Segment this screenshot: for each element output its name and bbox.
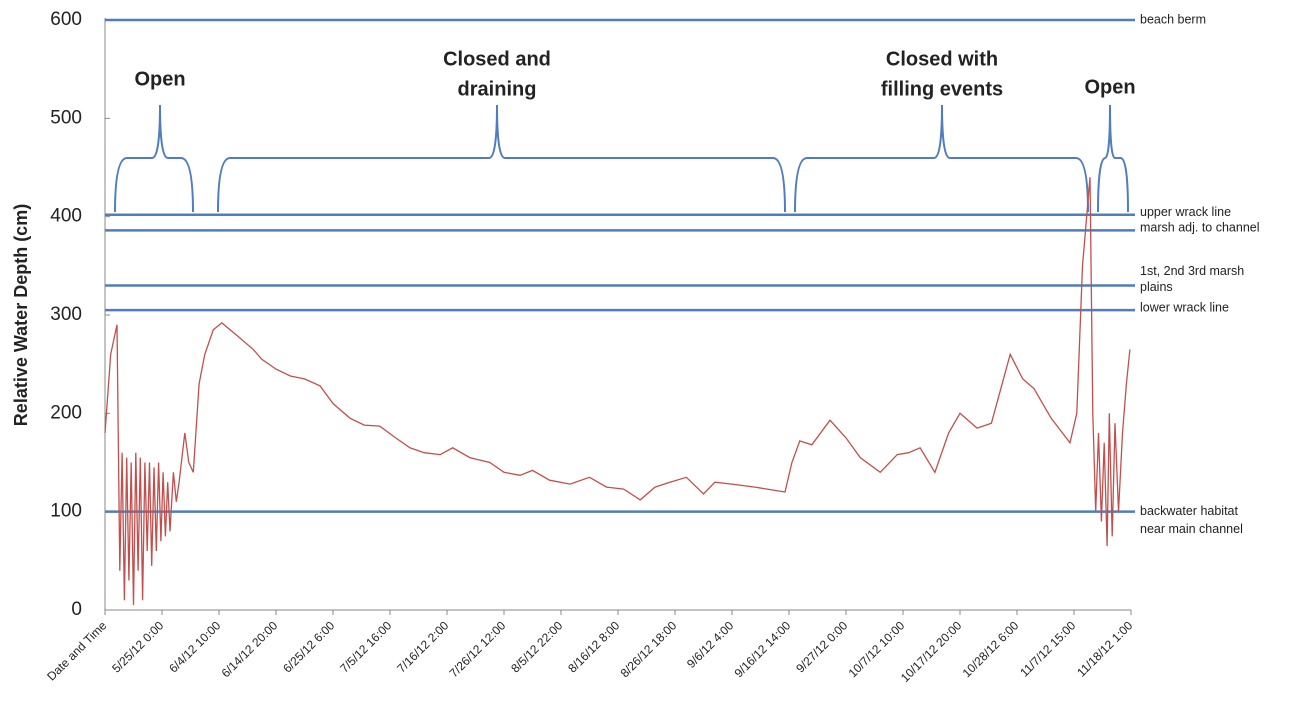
annotation: Closed and <box>443 48 551 70</box>
reference-label: plains <box>1140 280 1173 294</box>
annotation: Closed with <box>886 48 998 70</box>
reference-label: marsh adj. to channel <box>1140 221 1260 235</box>
x-tick-label: 6/25/12 6:00 <box>280 618 337 675</box>
y-tick-label: 600 <box>50 9 82 30</box>
x-tick-label: 7/5/12 16:00 <box>337 618 394 675</box>
reference-label: near main channel <box>1140 522 1243 536</box>
y-tick-label: 200 <box>50 402 82 423</box>
y-tick-label: 500 <box>50 107 82 128</box>
annotation: filling events <box>881 78 1003 100</box>
x-tick-label: 10/7/12 10:00 <box>846 618 908 680</box>
data-line <box>104 177 1131 606</box>
reference-label: upper wrack line <box>1140 205 1231 219</box>
x-tick-label: 8/16/12 8:00 <box>565 618 622 675</box>
y-axis-title: Relative Water Depth (cm) <box>11 204 31 426</box>
brace <box>794 104 1089 213</box>
reference-label: backwater habitat <box>1140 504 1239 518</box>
x-tick-label: 6/14/12 20:00 <box>219 618 281 680</box>
x-tick-label: 8/5/12 22:00 <box>508 618 565 675</box>
y-tick-label: 100 <box>50 501 82 522</box>
reference-label: lower wrack line <box>1140 300 1229 314</box>
x-tick-label: 9/16/12 14:00 <box>732 618 794 680</box>
y-tick-label: 400 <box>50 206 82 227</box>
y-tick-label: 300 <box>50 304 82 325</box>
x-tick-label: 9/27/12 0:00 <box>793 618 850 675</box>
annotation: Open <box>1084 76 1135 98</box>
reference-label: beach berm <box>1140 12 1206 26</box>
annotation: Open <box>134 68 185 90</box>
x-tick-label: 9/6/12 4:00 <box>684 618 737 671</box>
y-tick-label: 0 <box>71 599 82 620</box>
x-tick-label: 6/4/12 10:00 <box>166 618 223 675</box>
brace <box>217 104 786 213</box>
x-tick-label: 8/26/12 18:00 <box>618 618 680 680</box>
brace <box>1097 104 1129 213</box>
brace <box>114 104 194 213</box>
annotation: draining <box>458 78 537 100</box>
x-tick-label: 10/17/12 20:00 <box>898 618 965 685</box>
x-tick-label: 11/18/12 1:00 <box>1074 618 1135 679</box>
x-tick-label: 11/7/12 15:00 <box>1017 618 1078 679</box>
x-tick-label: 10/28/12 6:00 <box>960 618 1022 680</box>
x-tick-label: Date and Time <box>44 618 109 683</box>
x-tick-label: 5/25/12 0:00 <box>109 618 166 675</box>
x-tick-label: 7/26/12 12:00 <box>447 618 509 680</box>
x-tick-label: 7/16/12 2:00 <box>394 618 451 675</box>
reference-label: 1st, 2nd 3rd marsh <box>1140 264 1244 278</box>
